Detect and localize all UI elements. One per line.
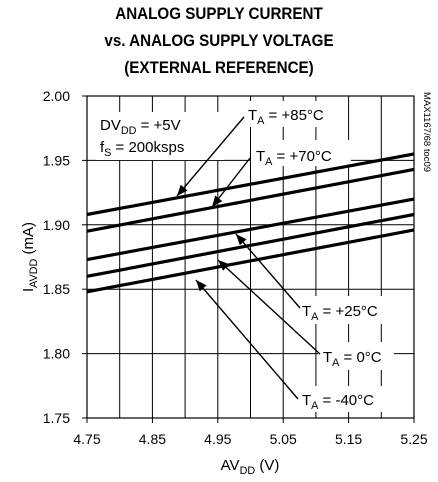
series-arrow-3-shaft [217, 259, 321, 355]
label-background [318, 342, 394, 370]
series-arrow-0-shaft [176, 116, 245, 197]
condition-dvdd: DVDD = +5V [100, 117, 181, 137]
series-label-0: TA = +85°C [248, 107, 324, 127]
y-tick-label: 1.85 [43, 281, 70, 297]
condition-sample-rate: fS = 200ksps [100, 139, 184, 159]
label-background [96, 112, 224, 160]
series-arrow-4-head [196, 280, 207, 292]
series-arrow-4-shaft [195, 279, 299, 400]
label-background [251, 140, 351, 166]
x-tick-label: 5.25 [400, 431, 427, 447]
series-label-2: TA = +25°C [302, 303, 378, 323]
series-line-1 [86, 167, 415, 233]
y-tick-label: 1.90 [43, 217, 70, 233]
x-tick-label: 4.75 [73, 431, 100, 447]
label-background [243, 101, 346, 127]
series-line-0 [86, 152, 415, 217]
chart-title-line-1: ANALOG SUPPLY CURRENT [115, 5, 323, 23]
series-line-3 [86, 212, 415, 278]
chart-title-line-3: (EXTERNAL REFERENCE) [124, 59, 314, 77]
series-label-1: TA = +70°C [256, 148, 332, 168]
label-background [297, 386, 397, 412]
x-axis-label: AVDD (V) [221, 457, 280, 477]
series-arrow-2-head [236, 234, 247, 246]
series-arrow-2-shaft [235, 233, 301, 309]
x-tick-label: 4.85 [139, 431, 166, 447]
series-label-4: TA = -40°C [302, 392, 374, 412]
series-line-4 [86, 228, 415, 294]
series-arrow-0-head [177, 184, 188, 196]
x-tick-label: 5.05 [270, 431, 297, 447]
series-arrow-1-head [212, 195, 223, 207]
x-tick-label: 4.95 [204, 431, 231, 447]
x-tick-label: 5.15 [335, 431, 362, 447]
series-label-3: TA = 0°C [323, 349, 382, 369]
chart-title-line-2: vs. ANALOG SUPPLY VOLTAGE [104, 32, 334, 50]
plot-frame [86, 95, 415, 419]
y-axis-label: IAVDD (mA) [20, 222, 40, 292]
series-arrow-3-head [218, 260, 230, 271]
y-tick-label: 1.95 [43, 152, 70, 168]
chart-id-label: MAX1167/68 toc09 [421, 92, 432, 172]
series-line-2 [86, 197, 415, 262]
y-tick-label: 1.75 [43, 410, 70, 426]
label-background [297, 296, 394, 324]
y-tick-label: 1.80 [43, 346, 70, 362]
y-tick-label: 2.00 [43, 88, 70, 104]
